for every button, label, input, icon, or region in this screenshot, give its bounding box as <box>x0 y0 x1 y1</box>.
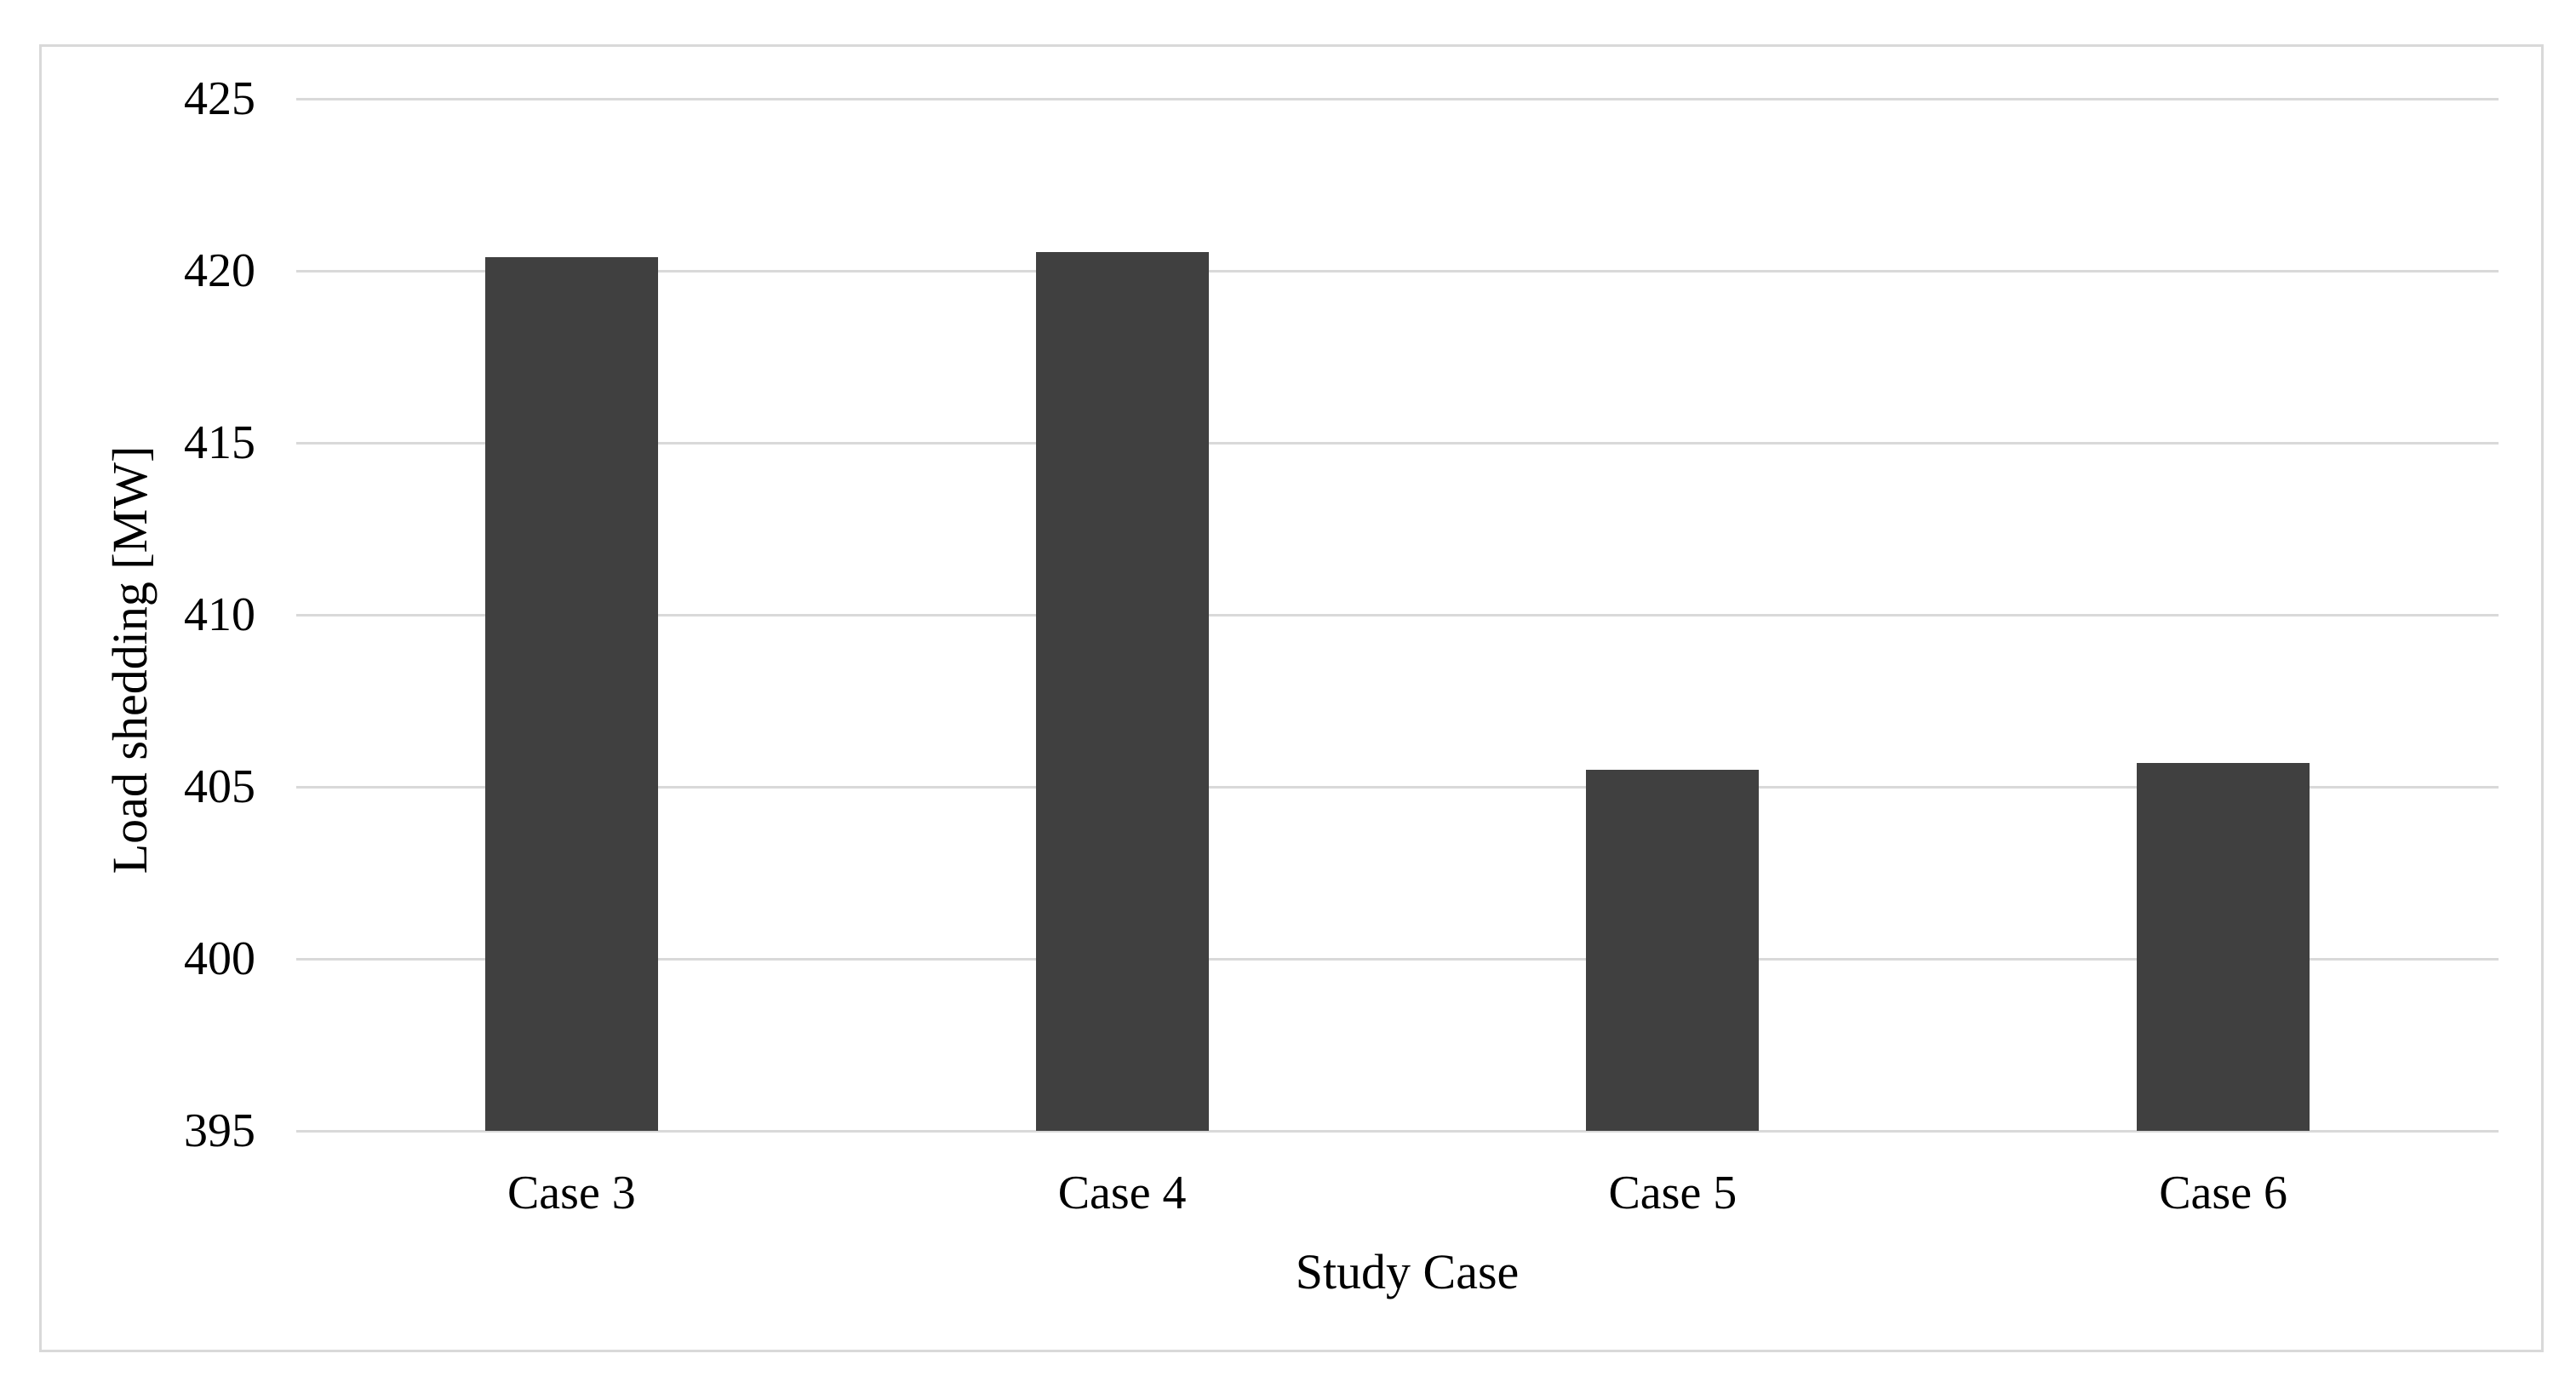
bar-case-6 <box>2137 762 2310 1131</box>
gridline-405 <box>296 785 2499 789</box>
y-tick-label-400: 400 <box>184 932 255 985</box>
y-tick-label-420: 420 <box>184 244 255 297</box>
bar-case-5 <box>1586 769 1760 1131</box>
y-tick-label-405: 405 <box>184 760 255 813</box>
y-tick-label-410: 410 <box>184 588 255 641</box>
x-category-label-case-4: Case 4 <box>1057 1167 1187 1219</box>
x-category-label-case-6: Case 6 <box>2159 1167 2288 1219</box>
y-tick-label-415: 415 <box>184 416 255 469</box>
chart-frame: Load shedding [MW] Study Case 395 400 405 4… <box>39 44 2544 1352</box>
x-category-label-case-5: Case 5 <box>1608 1167 1737 1219</box>
gridline-395 <box>296 1129 2499 1133</box>
plot-area: 395 400 405 410 415 420 425 Case 3 Case 4 Case 5 C… <box>184 75 2499 1217</box>
gridline-415 <box>296 441 2499 445</box>
x-category-label-case-3: Case 3 <box>507 1167 636 1219</box>
gridline-420 <box>296 269 2499 272</box>
y-tick-label-395: 395 <box>184 1104 255 1157</box>
gridline-400 <box>296 957 2499 961</box>
x-axis-title: Study Case <box>1295 1244 1520 1299</box>
bar-case-3 <box>484 256 658 1131</box>
y-tick-label-425: 425 <box>184 72 255 125</box>
gridline-410 <box>296 613 2499 617</box>
bar-case-4 <box>1035 251 1209 1131</box>
gridline-425 <box>296 97 2499 100</box>
